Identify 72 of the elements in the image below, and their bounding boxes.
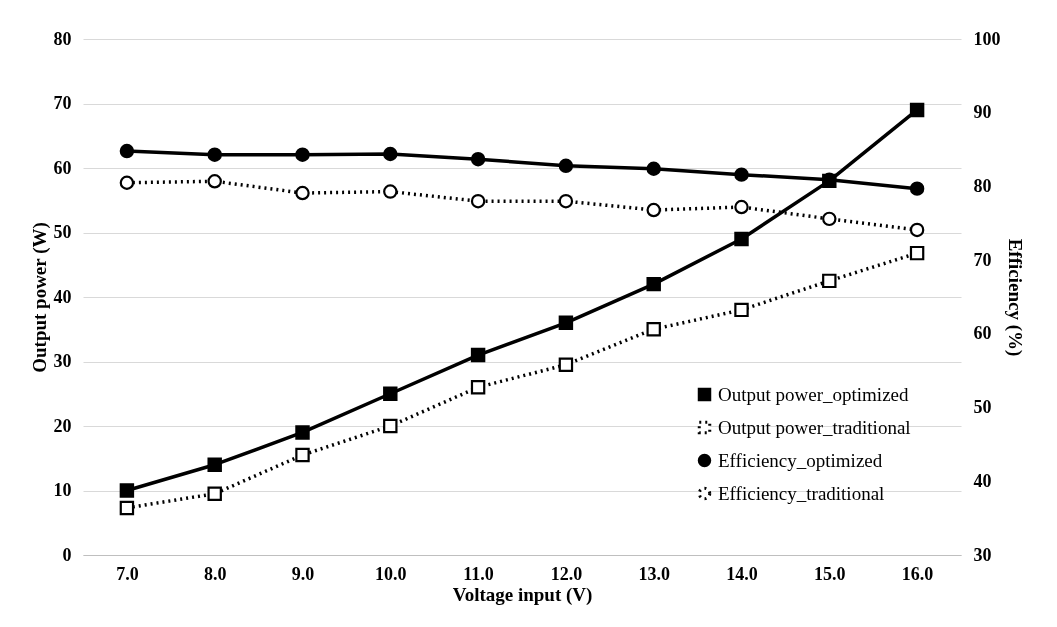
- point: [822, 273, 837, 289]
- y-tick-label: 0: [62, 544, 72, 565]
- point: [207, 147, 222, 162]
- x-tick-label: 13.0: [638, 563, 670, 584]
- point: [119, 175, 135, 190]
- point: [470, 347, 486, 363]
- point: [295, 425, 310, 440]
- point: [470, 151, 486, 167]
- y-tick-label: 60: [53, 157, 72, 178]
- point: [909, 245, 925, 261]
- y-tick-label: 80: [53, 28, 72, 49]
- y2-tick-label: 100: [973, 28, 1001, 49]
- x-tick-label: 9.0: [291, 563, 315, 584]
- point: [295, 147, 310, 162]
- y2-tick-label: 30: [973, 544, 992, 565]
- point: [646, 276, 661, 292]
- point: [909, 222, 925, 238]
- point: [734, 231, 749, 247]
- point: [909, 181, 925, 196]
- point: [295, 185, 310, 201]
- point: [646, 202, 661, 218]
- point: [383, 418, 398, 434]
- x-axis-title: Voltage input (V): [452, 583, 593, 606]
- y-tick-label: 20: [53, 415, 72, 436]
- point: [734, 302, 749, 318]
- x-tick-label: 7.0: [116, 563, 139, 584]
- y-tick-label: 30: [53, 351, 72, 371]
- legend-label: Output power_traditional: [718, 416, 911, 438]
- point: [909, 102, 925, 118]
- point: [383, 184, 398, 199]
- y2-tick-label: 70: [973, 249, 992, 270]
- point: [207, 174, 222, 189]
- y-axis-title: Output power (W): [28, 222, 51, 373]
- point: [119, 143, 135, 159]
- y-tick-label: 70: [53, 93, 72, 113]
- x-tick-label: 10.0: [375, 563, 407, 584]
- y2-tick-label: 40: [973, 470, 992, 491]
- point: [822, 211, 837, 227]
- point: [734, 167, 749, 182]
- point: [207, 486, 222, 501]
- x-tick-label: 16.0: [901, 563, 934, 584]
- x-tick-label: 8.0: [203, 563, 227, 584]
- point: [119, 500, 135, 516]
- y2-tick-label: 90: [973, 102, 992, 123]
- point: [646, 322, 661, 337]
- point: [558, 158, 574, 173]
- point: [383, 386, 398, 401]
- y-tick-label: 50: [53, 222, 72, 242]
- x-tick-label: 11.0: [463, 563, 494, 584]
- point: [646, 161, 661, 176]
- legend-label: Efficiency_optimized: [718, 449, 883, 471]
- x-tick-label: 12.0: [550, 563, 583, 584]
- y2-tick-label: 80: [973, 175, 992, 196]
- x-tick-label: 14.0: [726, 563, 758, 584]
- y2-tick-label: 60: [973, 323, 992, 344]
- point: [383, 146, 398, 162]
- point: [119, 483, 135, 498]
- y2-axis-title: Efficiency (%): [1003, 238, 1026, 357]
- point: [470, 193, 486, 209]
- point: [558, 357, 574, 372]
- point: [558, 193, 574, 209]
- point: [470, 380, 486, 395]
- y-tick-label: 10: [53, 480, 72, 500]
- legend-label: Output power_optimized: [718, 383, 909, 405]
- point: [207, 457, 222, 472]
- x-tick-label: 15.0: [814, 563, 846, 584]
- point: [295, 447, 310, 463]
- y-tick-label: 40: [53, 286, 72, 307]
- point: [558, 315, 574, 331]
- point: [734, 199, 749, 215]
- legend-label: Efficiency_traditional: [718, 482, 885, 504]
- y2-tick-label: 50: [973, 397, 992, 418]
